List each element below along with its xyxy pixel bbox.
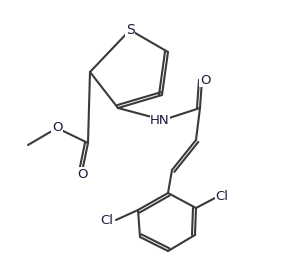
- Text: O: O: [52, 120, 62, 133]
- Text: HN: HN: [150, 113, 170, 126]
- Text: O: O: [77, 168, 87, 180]
- Text: Cl: Cl: [101, 214, 113, 227]
- Text: Cl: Cl: [215, 190, 229, 202]
- Text: O: O: [200, 73, 210, 86]
- Text: S: S: [126, 23, 134, 37]
